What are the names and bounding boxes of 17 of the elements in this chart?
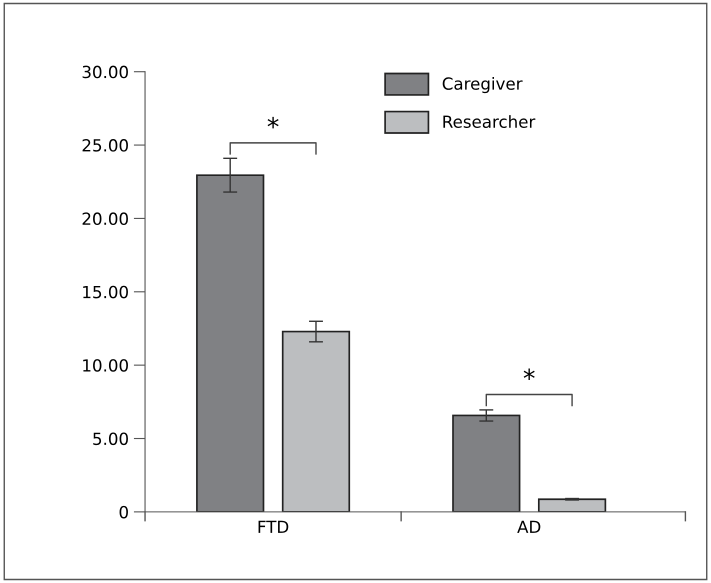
bar [538,498,606,512]
x-tick-label: AD [517,520,540,533]
y-tick-label: 10.00 [83,359,128,372]
bar [282,330,350,512]
y-tick-label: 15.00 [83,286,128,298]
y-tick-label: 20.00 [82,212,128,225]
y-tick-label: 25.00 [82,139,128,152]
x-tick-label: FTD [258,520,288,533]
y-tick-label: 5.00 [93,432,128,446]
y-tick-label: 0 [120,506,128,518]
legend-label: Researcher [443,115,536,128]
bar [196,174,264,512]
bar [452,414,520,512]
annotation: * [268,116,279,128]
y-tick-label: 30.00 [82,66,128,78]
annotation: * [524,368,535,380]
legend-label: Caregiver [442,77,523,94]
